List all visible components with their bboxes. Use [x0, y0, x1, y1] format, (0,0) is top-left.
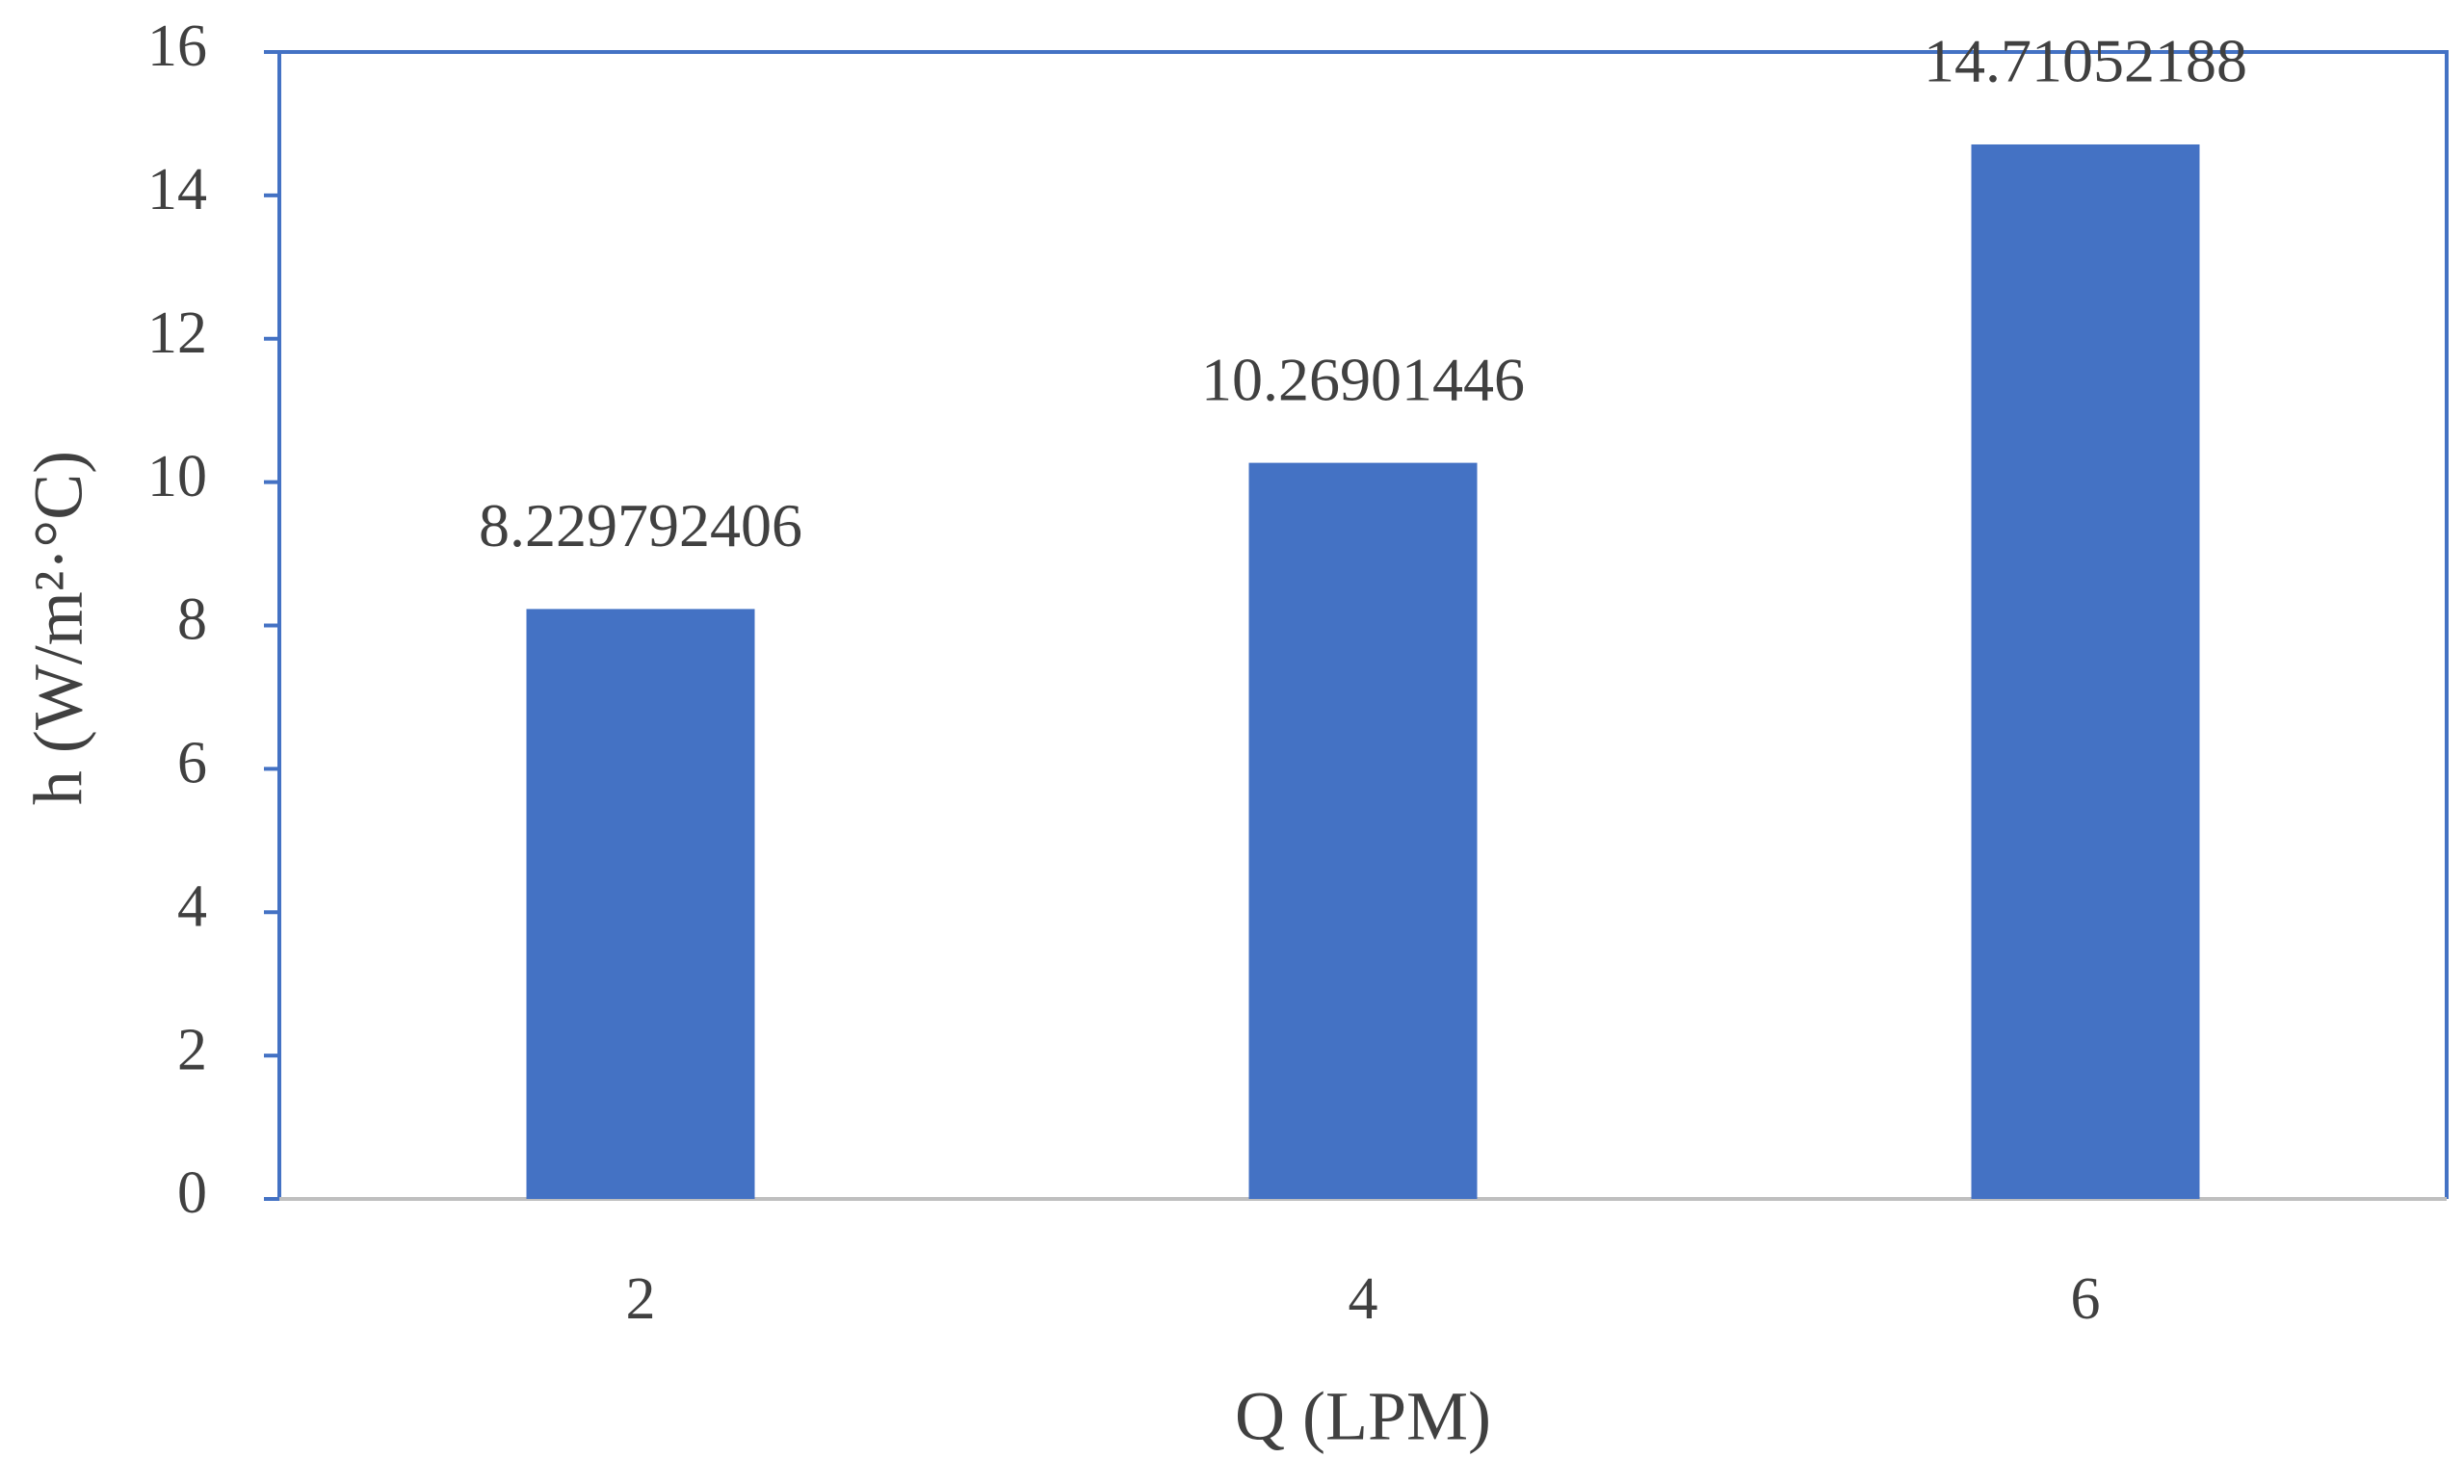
x-tick-label: 6 — [2071, 1266, 2101, 1332]
y-tick-label: 4 — [177, 873, 207, 939]
x-tick-label: 4 — [1349, 1266, 1378, 1332]
data-label: 14.71052188 — [1924, 27, 2247, 95]
y-tick-label: 0 — [177, 1160, 207, 1226]
y-tick-label: 12 — [147, 300, 207, 366]
y-tick-label: 16 — [147, 13, 207, 79]
data-label: 10.26901446 — [1201, 345, 1525, 413]
y-tick-label: 2 — [177, 1017, 207, 1082]
bar — [1971, 143, 2200, 1199]
y-axis-title: h (W/m²·°C) — [20, 451, 97, 805]
y-tick-label: 6 — [177, 731, 207, 796]
y-tick-label: 8 — [177, 587, 207, 653]
y-tick-label: 10 — [147, 444, 207, 509]
data-label: 8.229792406 — [479, 491, 802, 560]
x-axis-title: Q (LPM) — [1235, 1378, 1491, 1455]
x-tick-label: 2 — [626, 1266, 656, 1332]
bar — [526, 609, 755, 1199]
y-tick-label: 14 — [147, 157, 207, 222]
bar — [1248, 462, 1478, 1200]
